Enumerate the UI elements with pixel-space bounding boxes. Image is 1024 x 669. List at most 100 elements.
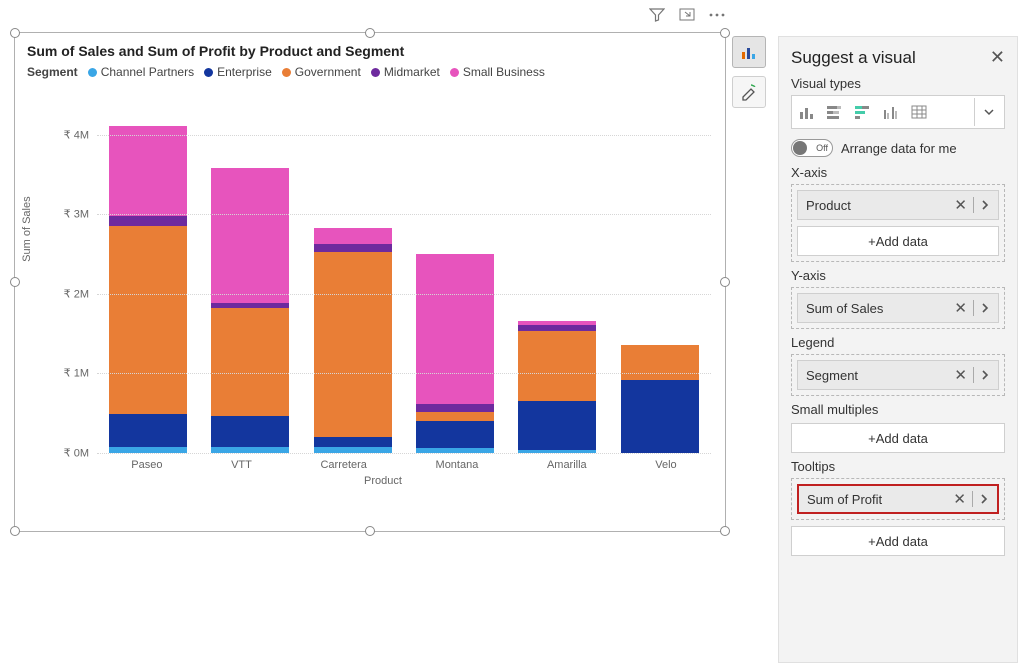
add-data-button[interactable]: +Add data: [791, 423, 1005, 453]
legend-item[interactable]: Midmarket: [371, 65, 440, 79]
build-visual-tab[interactable]: [732, 36, 766, 68]
filter-icon[interactable]: [648, 6, 666, 24]
stacked-bar-h2-icon[interactable]: [850, 99, 876, 125]
bar-segment[interactable]: [621, 345, 699, 380]
remove-field-icon[interactable]: ✕: [954, 366, 967, 384]
x-tick-label: Montana: [436, 459, 479, 471]
resize-handle[interactable]: [720, 28, 730, 38]
x-tick-label: Paseo: [131, 459, 162, 471]
expand-visual-types-icon[interactable]: [974, 98, 1002, 126]
bar-segment[interactable]: [109, 126, 187, 216]
bar-segment[interactable]: [518, 331, 596, 400]
bar-segment[interactable]: [109, 216, 187, 226]
divider: [973, 300, 974, 316]
resize-handle[interactable]: [10, 526, 20, 536]
field-pill-label: Sum of Sales: [806, 301, 883, 316]
chart-legend: Segment Channel PartnersEnterpriseGovern…: [15, 63, 725, 87]
arrange-toggle[interactable]: Off: [791, 139, 833, 157]
x-axis-title: Product: [55, 473, 711, 487]
field-menu-icon[interactable]: [979, 493, 989, 505]
resize-handle[interactable]: [365, 28, 375, 38]
resize-handle[interactable]: [720, 526, 730, 536]
field-well[interactable]: Segment✕: [791, 354, 1005, 396]
remove-field-icon[interactable]: ✕: [953, 490, 966, 508]
bar-segment[interactable]: [416, 404, 494, 412]
legend-item-label: Government: [295, 65, 361, 79]
bar-segment[interactable]: [211, 168, 289, 303]
chart-visual[interactable]: Sum of Sales and Sum of Profit by Produc…: [14, 32, 726, 532]
y-tick-label: ₹ 4M: [64, 128, 89, 141]
field-pill[interactable]: Product✕: [797, 190, 999, 220]
bar-group[interactable]: [109, 126, 187, 453]
stacked-bar-h-icon[interactable]: [822, 99, 848, 125]
table-visual-icon[interactable]: [906, 99, 932, 125]
clustered-column-icon[interactable]: [878, 99, 904, 125]
bar-segment[interactable]: [416, 412, 494, 422]
x-tick-label: Amarilla: [547, 459, 587, 471]
legend-item[interactable]: Government: [282, 65, 361, 79]
clustered-bar-icon[interactable]: [794, 99, 820, 125]
legend-swatch: [88, 68, 97, 77]
field-menu-icon[interactable]: [980, 302, 990, 314]
gridline: [97, 294, 711, 295]
field-well[interactable]: Sum of Sales ✕: [791, 287, 1005, 329]
field-pill-label: Sum of Profit: [807, 492, 882, 507]
bar-segment[interactable]: [416, 421, 494, 448]
arrange-label: Arrange data for me: [841, 141, 957, 156]
more-options-icon[interactable]: [708, 6, 726, 24]
add-data-button[interactable]: +Add data: [791, 526, 1005, 556]
bar-segment[interactable]: [314, 437, 392, 447]
field-pill[interactable]: Segment✕: [797, 360, 999, 390]
bar-group[interactable]: [621, 345, 699, 453]
legend-item[interactable]: Channel Partners: [88, 65, 194, 79]
legend-swatch: [282, 68, 291, 77]
field-section-y-axis: Y-axis Sum of Sales ✕: [791, 268, 1005, 329]
field-section-label: Legend: [791, 335, 1005, 350]
close-panel-icon[interactable]: ✕: [990, 47, 1005, 68]
field-pill[interactable]: Sum of Profit ✕: [797, 484, 999, 514]
bar-segment[interactable]: [621, 380, 699, 453]
remove-field-icon[interactable]: ✕: [954, 299, 967, 317]
bar-segment[interactable]: [416, 254, 494, 404]
bar-segment[interactable]: [518, 401, 596, 450]
bar-segment[interactable]: [314, 252, 392, 437]
field-section-label: Y-axis: [791, 268, 1005, 283]
y-tick-label: ₹ 2M: [64, 287, 89, 300]
field-menu-icon[interactable]: [980, 199, 990, 211]
field-section-label: X-axis: [791, 165, 1005, 180]
remove-field-icon[interactable]: ✕: [954, 196, 967, 214]
resize-handle[interactable]: [720, 277, 730, 287]
gridline: [97, 135, 711, 136]
bar-segment[interactable]: [109, 226, 187, 414]
bar-segment[interactable]: [109, 414, 187, 447]
x-tick-label: Velo: [655, 459, 676, 471]
field-section-legend: Legend Segment✕: [791, 335, 1005, 396]
field-well[interactable]: Product✕ +Add data: [791, 184, 1005, 262]
bar-segment[interactable]: [211, 416, 289, 447]
x-tick-label: Carretera: [320, 459, 366, 471]
bar-segment[interactable]: [314, 228, 392, 244]
resize-handle[interactable]: [10, 28, 20, 38]
resize-handle[interactable]: [365, 526, 375, 536]
bar-group[interactable]: [518, 321, 596, 453]
field-section-label: Tooltips: [791, 459, 1005, 474]
field-well[interactable]: Sum of Profit ✕: [791, 478, 1005, 520]
legend-item[interactable]: Enterprise: [204, 65, 272, 79]
resize-handle[interactable]: [10, 277, 20, 287]
add-data-button[interactable]: +Add data: [797, 226, 999, 256]
bar-group[interactable]: [416, 254, 494, 453]
bar-group[interactable]: [314, 228, 392, 453]
bar-group[interactable]: [211, 168, 289, 453]
toggle-state-label: Off: [816, 143, 828, 153]
field-section-x-axis: X-axis Product✕ +Add data: [791, 165, 1005, 262]
format-visual-tab[interactable]: [732, 76, 766, 108]
divider: [972, 491, 973, 507]
legend-item[interactable]: Small Business: [450, 65, 545, 79]
field-menu-icon[interactable]: [980, 369, 990, 381]
field-pill[interactable]: Sum of Sales ✕: [797, 293, 999, 323]
focus-mode-icon[interactable]: [678, 6, 696, 24]
field-section-small-mult: Small multiples+Add data: [791, 402, 1005, 453]
gridline: [97, 373, 711, 374]
bar-segment[interactable]: [211, 308, 289, 416]
bar-segment[interactable]: [314, 244, 392, 252]
